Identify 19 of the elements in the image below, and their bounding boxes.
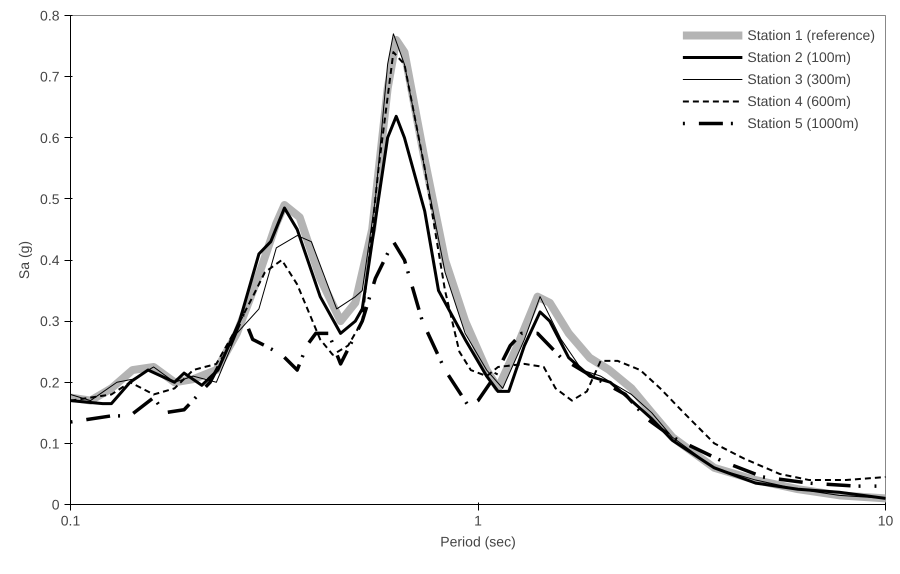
y-tick-label: 0.4 (40, 252, 60, 268)
legend-label: Station 4 (600m) (747, 93, 851, 109)
legend-label: Station 5 (1000m) (747, 115, 859, 131)
legend-label: Station 2 (100m) (747, 49, 851, 65)
y-tick-label: 0.5 (40, 190, 60, 207)
legend-label: Station 3 (300m) (747, 71, 851, 87)
y-tick-label: 0 (52, 496, 60, 512)
x-tick-label: 0.1 (60, 512, 80, 528)
legend-label: Station 1 (reference) (747, 27, 875, 43)
x-tick-label: 10 (878, 512, 894, 528)
y-tick-label: 0.3 (40, 313, 60, 330)
x-tick-label: 1 (474, 512, 482, 528)
y-tick-label: 0.7 (40, 68, 60, 85)
x-axis-title: Period (sec) (440, 534, 516, 550)
y-tick-label: 0.6 (40, 130, 60, 146)
y-axis-title: Sa (g) (16, 240, 32, 280)
y-tick-label: 0.2 (40, 374, 60, 390)
y-tick-label: 0.1 (40, 435, 60, 452)
y-tick-label: 0.8 (40, 8, 60, 24)
